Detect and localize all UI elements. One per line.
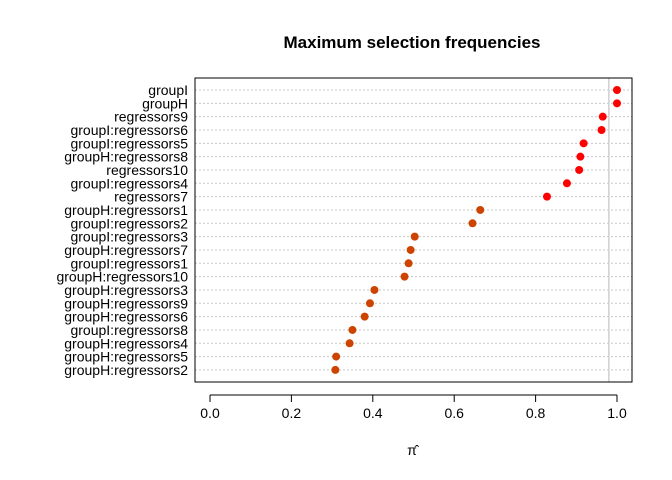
data-point [576, 152, 585, 161]
data-point [404, 259, 413, 268]
y-tick-label: groupH:regressors1 [64, 202, 188, 218]
data-point [332, 352, 341, 361]
x-tick-label: 0.6 [444, 405, 464, 421]
y-tick-label: groupI:regressors3 [70, 229, 188, 245]
data-point [562, 179, 571, 188]
y-tick-label: groupI:regressors5 [70, 135, 188, 151]
y-tick-label: regressors9 [114, 109, 188, 125]
data-point [410, 232, 419, 241]
x-tick-label: 0.4 [363, 405, 383, 421]
data-point [360, 312, 369, 321]
x-tick-label: 0.8 [526, 405, 546, 421]
y-tick-label: groupI:regressors8 [70, 322, 188, 338]
x-axis-label: π̂ [407, 442, 420, 458]
y-tick-label: groupH:regressors7 [64, 242, 188, 258]
data-points [331, 86, 621, 374]
data-point [579, 139, 588, 148]
y-tick-label: groupH:regressors6 [64, 309, 188, 325]
data-point [365, 299, 374, 308]
y-tick-label: groupH:regressors8 [64, 149, 188, 165]
y-tick-label: groupI:regressors1 [70, 255, 188, 271]
data-point [406, 245, 415, 254]
y-tick-label: groupH [142, 95, 188, 111]
y-tick-label: regressors10 [106, 162, 188, 178]
grid-lines [195, 89, 632, 371]
x-tick-label: 0.2 [282, 405, 302, 421]
y-tick-label: groupI:regressors4 [70, 175, 188, 191]
data-point [613, 86, 621, 94]
y-tick-label: groupI:regressors2 [70, 215, 188, 231]
plot-frame [194, 77, 633, 383]
y-tick-label: groupH:regressors5 [64, 349, 188, 365]
data-point [345, 339, 354, 348]
y-tick-labels: groupIgroupHregressors9groupI:regressors… [56, 82, 188, 378]
y-tick-label: groupI:regressors6 [70, 122, 188, 138]
data-point [370, 285, 379, 294]
data-point [613, 99, 621, 108]
x-axis: 0.0 0.2 0.4 0.6 0.8 1.0 [200, 394, 627, 421]
x-tick-label: 0.0 [200, 405, 220, 421]
y-tick-label: groupI [148, 82, 188, 98]
data-point [331, 365, 340, 374]
x-tick-label: 1.0 [607, 405, 627, 421]
y-tick-label: groupH:regressors2 [64, 362, 188, 378]
data-point [575, 165, 584, 174]
y-tick-label: groupH:regressors10 [56, 269, 188, 285]
data-point [348, 325, 357, 334]
y-tick-label: groupH:regressors3 [64, 282, 188, 298]
y-tick-label: groupH:regressors9 [64, 295, 188, 311]
data-point [542, 192, 551, 201]
data-point [476, 205, 485, 214]
data-point [598, 112, 607, 121]
data-point [597, 125, 606, 134]
data-point [468, 219, 477, 228]
chart-title: Maximum selection frequencies [284, 33, 541, 52]
y-tick-label: regressors7 [114, 189, 188, 205]
y-tick-label: groupH:regressors4 [64, 335, 188, 351]
data-point [400, 272, 409, 281]
